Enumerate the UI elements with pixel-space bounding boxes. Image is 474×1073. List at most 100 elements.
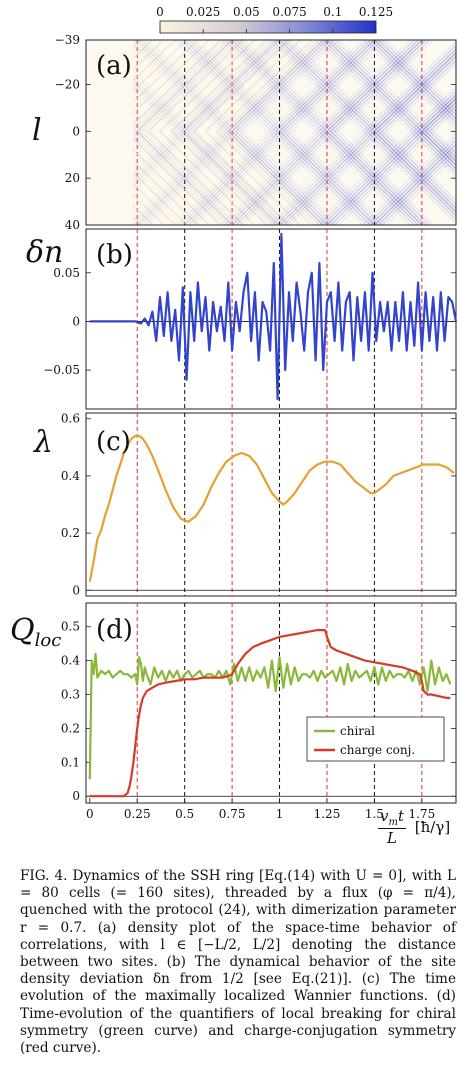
heatmap-ray <box>176 130 273 225</box>
heatmap-ray <box>220 130 317 225</box>
heatmap-ray <box>318 130 415 225</box>
heatmap-ray <box>282 130 379 225</box>
ytick-label: −39 <box>55 33 80 47</box>
heatmap-ray <box>318 40 415 132</box>
heatmap-ray <box>428 130 456 159</box>
heatmap-ray <box>231 130 328 225</box>
ytick-label: −20 <box>55 77 80 91</box>
heatmap-ray <box>330 130 427 225</box>
heatmap-ray <box>421 97 456 132</box>
heatmap-ray <box>318 40 415 132</box>
heatmap-ray <box>216 130 313 225</box>
panel-a: −39 −20 0 20 40 (a) l <box>32 33 474 232</box>
panel-a-frame <box>85 39 457 226</box>
heatmap-ray <box>465 40 474 131</box>
heatmap-ray <box>267 130 364 225</box>
heatmap-ray <box>184 130 280 225</box>
colorbar-tick-label: 0 <box>156 5 164 19</box>
heatmap-ray <box>271 130 368 225</box>
figure-caption: FIG. 4. Dynamics of the SSH ring [Eq.(14… <box>20 868 456 1057</box>
xtick-label: 1.25 <box>314 807 341 821</box>
heatmap-ray <box>159 130 256 225</box>
heatmap-ray <box>410 130 456 178</box>
heatmap-ray <box>290 40 387 132</box>
heatmap-ray <box>267 130 364 225</box>
colorbar-tick-label: 0.125 <box>359 5 393 19</box>
ytick-label: −0.05 <box>43 363 80 377</box>
heatmap-ray <box>140 130 237 225</box>
heatmap-ray <box>322 40 419 132</box>
panel-d-series <box>88 628 452 798</box>
heatmap-ray <box>193 40 290 132</box>
panel-a-ylabel: l <box>32 113 42 148</box>
heatmap-ray <box>370 48 456 132</box>
heatmap-ray <box>125 40 222 132</box>
heatmap-ray <box>136 130 233 225</box>
heatmap-ray <box>377 40 456 116</box>
heatmap-ray <box>290 130 387 225</box>
heatmap-ray <box>172 130 269 225</box>
xtick-label: 0.5 <box>175 807 194 821</box>
heatmap-ray <box>458 40 474 131</box>
heatmap-ray <box>132 40 229 132</box>
heatmap-ray <box>362 130 456 225</box>
heatmap-ray <box>362 40 456 132</box>
heatmap-ray <box>267 40 364 132</box>
panel-b-label: (b) <box>96 240 133 270</box>
heatmap-ray <box>282 40 379 132</box>
heatmap-ray <box>318 130 415 225</box>
x-axis-fraction: vmt L <box>378 807 406 847</box>
heatmap-ray <box>180 130 277 225</box>
panel-d-xticks: 0 0.25 0.5 0.75 1 1.25 1.5 1.75 <box>86 798 435 821</box>
heatmap-ray <box>377 147 456 225</box>
heatmap-ray <box>140 130 237 225</box>
heatmap-ray <box>271 40 368 132</box>
panel-d-gridlines <box>86 603 456 803</box>
heatmap-ray <box>330 40 427 132</box>
heatmap-ray <box>275 40 372 132</box>
heatmap-ray <box>421 130 456 166</box>
heatmap-ray <box>286 40 383 132</box>
panel-b: 0.05 0 −0.05 (b) δn <box>26 228 458 410</box>
heatmap-ray <box>125 130 222 225</box>
heatmap-ray <box>275 130 372 225</box>
heatmap-ray <box>125 40 222 132</box>
heatmap-ray <box>129 40 225 132</box>
heatmap-ray <box>432 108 456 132</box>
heatmap-ray <box>330 40 427 132</box>
heatmap-ray <box>315 40 411 132</box>
ytick-label: 40 <box>65 218 80 232</box>
panel-a-yticks: −39 −20 0 20 40 <box>55 33 456 232</box>
ytick-label: 0 <box>72 583 80 597</box>
heatmap-ray <box>417 130 456 170</box>
heatmap-ray <box>290 130 387 225</box>
heatmap-ray <box>176 130 273 225</box>
heatmap-ray <box>322 130 419 225</box>
heatmap-ray <box>279 130 375 225</box>
heatmap-ray <box>334 130 430 225</box>
heatmap-ray <box>337 40 434 132</box>
xtick-label: 1 <box>276 807 284 821</box>
ytick-label: 0.2 <box>61 721 80 735</box>
heatmap-ray <box>239 130 336 225</box>
heatmap-ray <box>235 130 332 225</box>
ytick-label: 0 <box>72 789 80 803</box>
heatmap-ray <box>428 104 456 132</box>
x-axis-denominator: L <box>387 829 397 847</box>
xtick-label: 1.5 <box>365 807 384 821</box>
heatmap-ray <box>227 40 324 132</box>
heatmap-ray <box>227 40 324 132</box>
heatmap-ray <box>180 130 277 225</box>
chiral-curve <box>88 652 452 780</box>
heatmap-ray <box>322 130 419 225</box>
heatmap-ray <box>148 130 244 225</box>
heatmap-ray <box>235 130 332 225</box>
panel-c: 0.6 0.4 0.2 0 (c) λ <box>33 412 457 597</box>
heatmap-ray <box>144 130 241 225</box>
panel-c-gridlines <box>86 413 456 596</box>
heatmap-ray <box>469 40 474 131</box>
xtick-label: 0.25 <box>124 807 151 821</box>
heatmap-ray <box>191 130 288 225</box>
heatmap-ray <box>381 130 456 206</box>
heatmap-ray <box>195 130 292 225</box>
